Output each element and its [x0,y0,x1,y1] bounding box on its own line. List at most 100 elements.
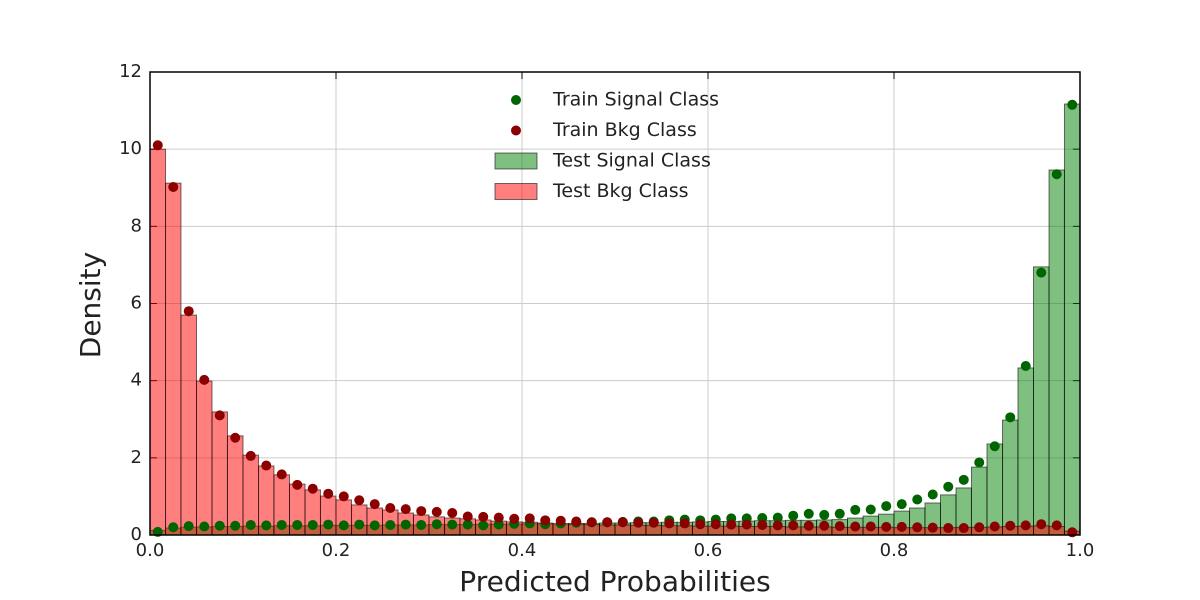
train-point [416,519,427,530]
train-point [214,410,225,421]
y-axis-label: Density [74,252,107,358]
legend-patch [494,183,538,200]
train-point [462,511,473,522]
train-point [788,510,799,521]
train-point [230,432,241,443]
histogram-bar [1017,367,1034,536]
legend-patch [494,152,538,170]
train-point [493,512,504,523]
train-point [571,516,582,527]
train-point [772,520,783,531]
train-point [772,512,783,523]
train-point [912,494,923,505]
histogram-bar [986,443,1004,536]
train-point [989,521,1000,532]
train-point [1005,412,1016,423]
train-point [664,518,675,529]
train-point [679,518,690,529]
histogram-bar [196,380,213,536]
train-point [1036,519,1047,530]
train-point [276,469,287,480]
x-tick-label: 0.6 [694,540,723,561]
legend-label: Train Bkg Class [552,119,697,141]
train-point [400,519,411,530]
train-point [927,522,938,533]
train-point [385,519,396,530]
train-point [230,520,241,531]
train-point [617,517,628,528]
y-tick-label: 12 [119,61,142,82]
train-point [1051,169,1062,180]
train-point [757,513,768,524]
train-point [1067,99,1078,110]
legend-label: Test Bkg Class [552,180,689,202]
y-tick-label: 6 [131,293,142,314]
x-tick-label: 0.4 [508,540,537,561]
histogram-bar [226,435,244,536]
histogram-bar [211,411,228,536]
train-point [462,519,473,530]
train-point [369,520,380,531]
train-point [555,515,566,526]
train-point [338,520,349,531]
train-point [1067,527,1078,538]
x-axis-label: Predicted Probabilities [459,565,770,598]
train-point [710,519,721,530]
histogram-bar [149,148,167,536]
x-tick-label: 0.2 [322,540,351,561]
legend-label: Test Signal Class [552,150,711,172]
train-point [447,508,458,519]
train-point [633,517,644,528]
train-point [834,521,845,532]
train-point [726,519,737,530]
train-point [1051,520,1062,531]
train-point [912,522,923,533]
train-point [1020,361,1031,372]
train-point [865,504,876,515]
y-tick-label: 10 [119,138,142,159]
train-point [183,521,194,532]
histogram-bar [180,314,197,536]
train-point [648,517,659,528]
y-tick-label: 8 [131,215,142,236]
x-tick-label: 1.0 [1066,540,1095,561]
legend-label: Train Signal Class [552,89,719,111]
train-point [292,479,303,490]
train-point [183,306,194,317]
train-point [431,506,442,517]
train-point [695,519,706,530]
train-point [602,517,613,528]
train-point [927,489,938,500]
x-tick-label: 0.0 [136,540,165,561]
train-point [509,513,520,524]
train-point [431,519,442,530]
train-point [788,520,799,531]
train-point [1036,267,1047,278]
train-point [834,508,845,519]
train-point [896,521,907,532]
y-tick-label: 4 [131,370,142,391]
train-point [819,509,830,520]
train-point [152,140,163,151]
train-point [245,450,256,461]
train-point [958,474,969,485]
train-point [276,519,287,530]
histogram-bar [1002,419,1019,536]
train-point [1020,520,1031,531]
y-tick-label: 0 [131,524,142,545]
legend-marker [511,95,521,105]
train-point [478,511,489,522]
train-point [741,519,752,530]
train-point [989,441,1000,452]
train-point [385,502,396,513]
train-point [943,481,954,492]
legend-marker [511,125,521,136]
train-point [974,457,985,468]
train-point [323,519,334,530]
train-point [524,513,535,524]
train-point [1005,520,1016,531]
train-point [447,519,458,530]
histogram-bar [1033,266,1050,536]
train-point [168,181,179,192]
